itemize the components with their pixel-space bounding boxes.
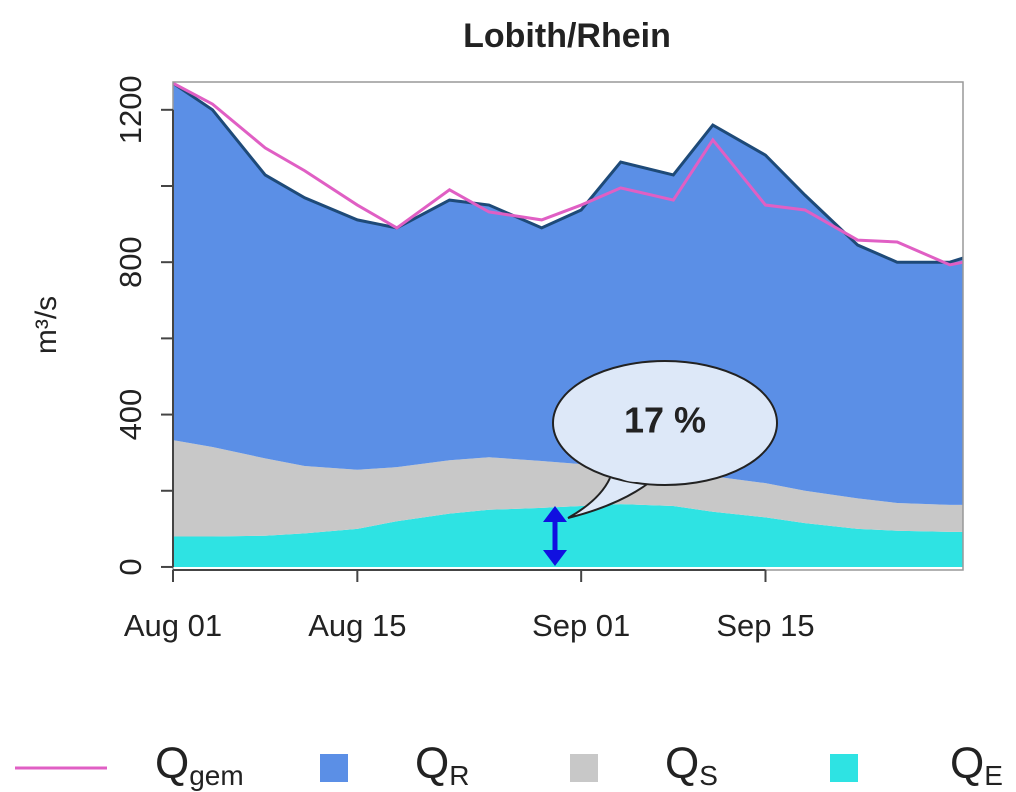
chart-title: Lobith/Rhein xyxy=(463,17,671,55)
area-outline xyxy=(173,82,963,264)
legend-swatch xyxy=(320,754,348,782)
legend-label: QE xyxy=(950,739,1003,792)
annotation: 17 % xyxy=(624,400,706,441)
callout xyxy=(567,477,651,519)
area xyxy=(173,504,963,567)
legend-subscript: S xyxy=(699,760,718,791)
y-tick-label: 800 xyxy=(113,236,148,288)
legend-name: Q xyxy=(950,739,984,788)
legend-name: Q xyxy=(665,739,699,788)
x-tick-label: Aug 15 xyxy=(308,608,406,643)
legend-label: Qgem xyxy=(155,739,244,792)
y-tick-label: 1200 xyxy=(113,75,148,144)
callout-bubble xyxy=(552,360,778,486)
area xyxy=(173,440,963,537)
legend-label: QS xyxy=(665,739,718,792)
y-tick-label: 0 xyxy=(113,558,148,575)
legend-name: Q xyxy=(415,739,449,788)
x-tick-label: Aug 01 xyxy=(124,608,222,643)
x-tick-label: Sep 01 xyxy=(532,608,630,643)
y-axis-label: m³/s xyxy=(30,296,63,354)
plot-area xyxy=(173,82,963,567)
legend-swatch xyxy=(570,754,598,782)
legend-label: QR xyxy=(415,739,469,792)
arrow-head xyxy=(543,506,567,522)
legend-subscript: E xyxy=(984,760,1003,791)
line xyxy=(173,82,963,267)
y-tick-label: 400 xyxy=(113,389,148,441)
x-tick-label: Sep 15 xyxy=(716,608,814,643)
legend-subscript: R xyxy=(449,760,469,791)
callout-patch xyxy=(612,474,648,482)
legend-name: Q xyxy=(155,739,189,788)
legend-subscript: gem xyxy=(189,760,243,791)
legend-swatch xyxy=(830,754,858,782)
arrow-head xyxy=(543,550,567,566)
